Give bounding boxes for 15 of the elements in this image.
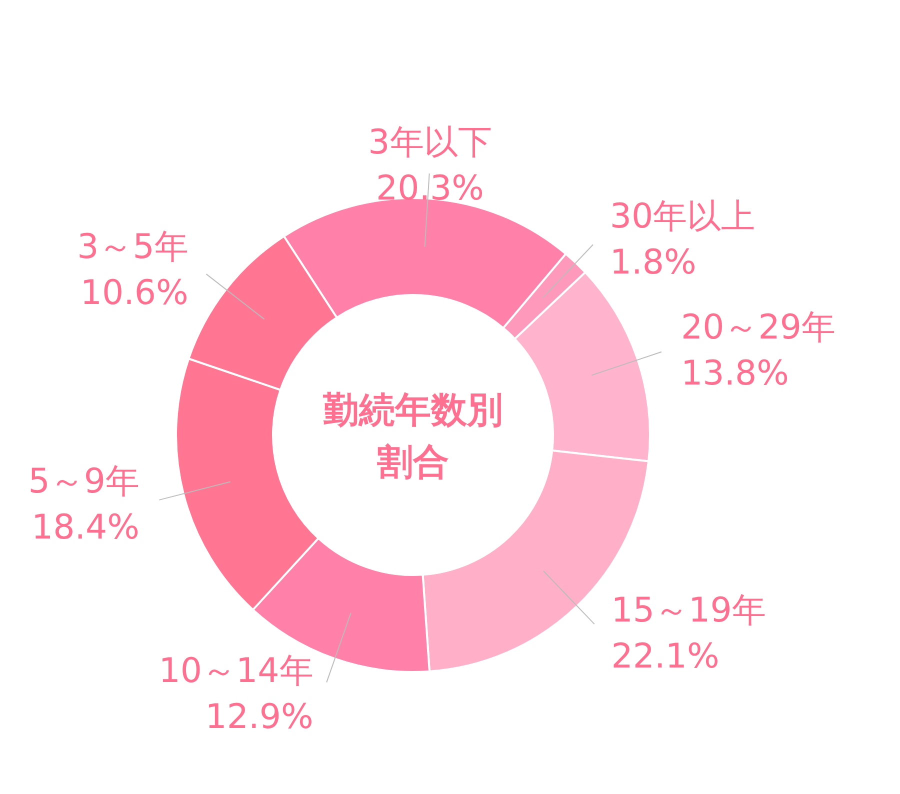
slice-label: 5～9年	[28, 461, 140, 502]
slice-label: 3～5年	[77, 226, 188, 267]
slice-label: 3年以下	[368, 122, 492, 163]
slice-label: 20～29年	[680, 308, 836, 348]
data-label: 20.3%	[376, 168, 484, 209]
data-label: 13.8%	[680, 354, 789, 394]
data-label: 22.1%	[611, 636, 720, 676]
slice-label: 15～19年	[611, 590, 766, 630]
text: 勤続年数別割合	[322, 389, 504, 485]
data-label: 10.6%	[80, 272, 188, 313]
data-label: 18.4%	[31, 507, 140, 548]
slice-label: 10～14年	[158, 650, 314, 691]
data-label: 12.9%	[205, 696, 314, 737]
data-label: 1.8%	[610, 242, 696, 282]
slice-label: 30年以上	[610, 196, 756, 236]
